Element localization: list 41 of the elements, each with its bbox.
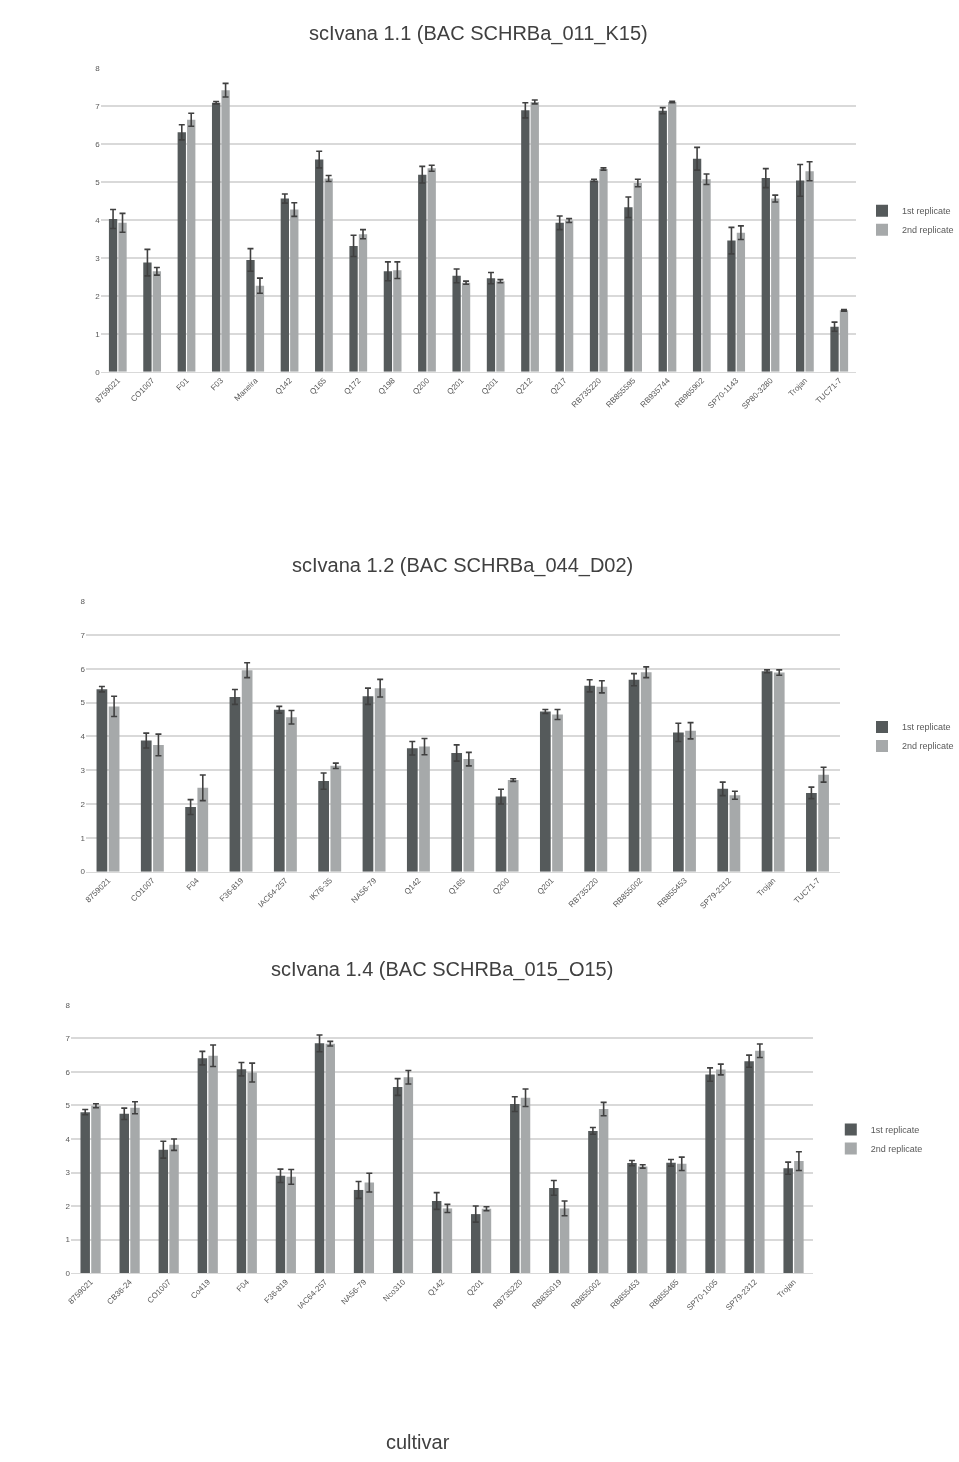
y-tick-label: 2 xyxy=(95,291,101,301)
legend-label: 2nd replicate xyxy=(902,225,954,236)
y-tick-label: 5 xyxy=(65,1101,71,1111)
x-tick-label: F01 xyxy=(174,375,192,393)
y-tick-label: 7 xyxy=(80,630,86,640)
y-tick-label: 8 xyxy=(65,1000,71,1010)
chart-title: scIvana 1.2 (BAC SCHRBa_044_D02) xyxy=(292,554,634,577)
y-tick-label: 0 xyxy=(80,867,86,877)
x-tick-label: F04 xyxy=(234,1277,252,1294)
legend-label: 1st replicate xyxy=(902,206,951,217)
legend-label: 2nd replicate xyxy=(870,1143,923,1154)
y-tick-label: 1 xyxy=(65,1235,71,1245)
y-tick-label: 2 xyxy=(65,1201,71,1211)
legend-label: 2nd replicate xyxy=(902,741,954,752)
y-tick-label: 3 xyxy=(65,1168,71,1178)
x-axis-title: cultivar xyxy=(386,1431,450,1453)
y-tick-label: 0 xyxy=(65,1268,71,1278)
y-tick-label: 6 xyxy=(65,1067,71,1077)
y-tick-label: 3 xyxy=(80,766,86,776)
y-tick-label: 1 xyxy=(95,329,101,339)
y-tick-label: 3 xyxy=(95,253,101,263)
chart-title: scIvana 1.1 (BAC SCHRBa_011_K15) xyxy=(309,22,648,45)
y-tick-label: 7 xyxy=(95,102,101,112)
y-tick-label: 4 xyxy=(95,215,101,225)
y-tick-label: 5 xyxy=(95,178,101,188)
y-tick-label: 8 xyxy=(80,597,86,607)
y-tick-label: 6 xyxy=(95,140,101,150)
y-tick-label: 5 xyxy=(80,698,86,708)
legend-label: 1st replicate xyxy=(902,722,951,733)
y-tick-label: 7 xyxy=(65,1034,71,1044)
y-tick-label: 4 xyxy=(65,1134,71,1144)
x-tick-label: F04 xyxy=(184,875,202,893)
y-tick-label: 6 xyxy=(80,664,86,674)
chart-title: scIvana 1.4 (BAC SCHRBa_015_O15) xyxy=(271,958,614,981)
y-tick-label: 1 xyxy=(80,833,86,843)
y-tick-label: 2 xyxy=(80,799,86,809)
y-tick-label: 4 xyxy=(80,732,86,742)
legend-label: 1st replicate xyxy=(870,1124,920,1135)
y-tick-label: 8 xyxy=(95,64,101,74)
y-tick-label: 0 xyxy=(95,367,101,377)
x-tick-label: F03 xyxy=(208,375,226,393)
